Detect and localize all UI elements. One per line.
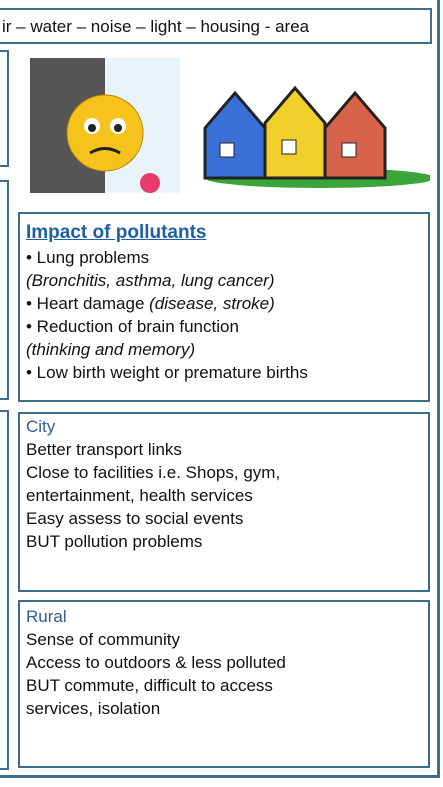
left-box: [0, 180, 9, 400]
impact-line: • Reduction of brain function: [26, 315, 428, 338]
city-line: entertainment, health services: [26, 484, 428, 507]
rural-line: Sense of community: [26, 628, 428, 651]
left-box: [0, 410, 9, 770]
impact-note: (thinking and memory): [26, 340, 195, 359]
impact-line: • Lung problems: [26, 246, 428, 269]
left-box: [0, 50, 9, 167]
pupil: [88, 124, 96, 132]
city-line: Close to facilities i.e. Shops, gym,: [26, 461, 428, 484]
city-title: City: [26, 416, 428, 438]
rural-line: services, isolation: [26, 697, 428, 720]
houses: [205, 88, 385, 178]
impact-note: (Bronchitis, asthma, lung cancer): [26, 271, 275, 290]
illustrations: [20, 48, 430, 203]
pupil: [114, 124, 122, 132]
flower: [140, 173, 160, 193]
header: ir – water – noise – light – housing - a…: [0, 8, 432, 44]
impact-note: (disease, stroke): [149, 294, 275, 313]
impact-box: Impact of pollutants • Lung problems (Bro…: [18, 212, 430, 402]
rural-line: BUT commute, difficult to access: [26, 674, 428, 697]
rural-line: Access to outdoors & less polluted: [26, 651, 428, 674]
header-text: ir – water – noise – light – housing - a…: [2, 17, 309, 36]
city-line: Better transport links: [26, 438, 428, 461]
impact-text: • Low birth weight or premature births: [26, 363, 308, 382]
impact-line: • Low birth weight or premature births: [26, 361, 428, 384]
impact-text: • Reduction of brain function: [26, 317, 239, 336]
city-line: BUT pollution problems: [26, 530, 428, 553]
rural-title: Rural: [26, 606, 428, 628]
impact-line: (thinking and memory): [26, 338, 428, 361]
impact-line: • Heart damage (disease, stroke): [26, 292, 428, 315]
impact-title: Impact of pollutants: [26, 220, 428, 246]
city-line: Easy assess to social events: [26, 507, 428, 530]
face: [67, 95, 143, 171]
page: ir – water – noise – light – housing - a…: [0, 0, 443, 787]
impact-line: (Bronchitis, asthma, lung cancer): [26, 269, 428, 292]
impact-text: • Heart damage: [26, 294, 149, 313]
impact-text: • Lung problems: [26, 248, 149, 267]
